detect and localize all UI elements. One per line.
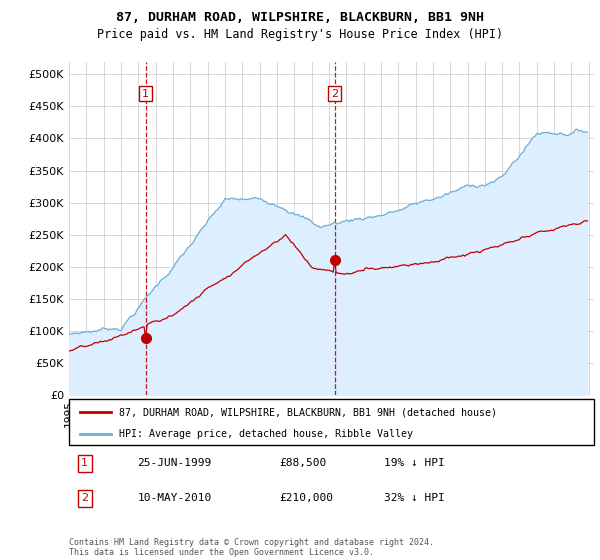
Text: 25-JUN-1999: 25-JUN-1999	[137, 459, 212, 468]
Text: 2: 2	[331, 88, 338, 99]
Text: 19% ↓ HPI: 19% ↓ HPI	[384, 459, 445, 468]
Text: Price paid vs. HM Land Registry's House Price Index (HPI): Price paid vs. HM Land Registry's House …	[97, 28, 503, 41]
FancyBboxPatch shape	[69, 399, 594, 445]
Text: 10-MAY-2010: 10-MAY-2010	[137, 493, 212, 503]
Text: 32% ↓ HPI: 32% ↓ HPI	[384, 493, 445, 503]
Text: 1: 1	[81, 459, 88, 468]
Text: 87, DURHAM ROAD, WILPSHIRE, BLACKBURN, BB1 9NH: 87, DURHAM ROAD, WILPSHIRE, BLACKBURN, B…	[116, 11, 484, 24]
Text: 87, DURHAM ROAD, WILPSHIRE, BLACKBURN, BB1 9NH (detached house): 87, DURHAM ROAD, WILPSHIRE, BLACKBURN, B…	[119, 407, 497, 417]
Text: £210,000: £210,000	[279, 493, 333, 503]
Text: Contains HM Land Registry data © Crown copyright and database right 2024.
This d: Contains HM Land Registry data © Crown c…	[69, 538, 434, 557]
Text: £88,500: £88,500	[279, 459, 326, 468]
Text: 2: 2	[81, 493, 88, 503]
Text: HPI: Average price, detached house, Ribble Valley: HPI: Average price, detached house, Ribb…	[119, 429, 413, 438]
Text: 1: 1	[142, 88, 149, 99]
